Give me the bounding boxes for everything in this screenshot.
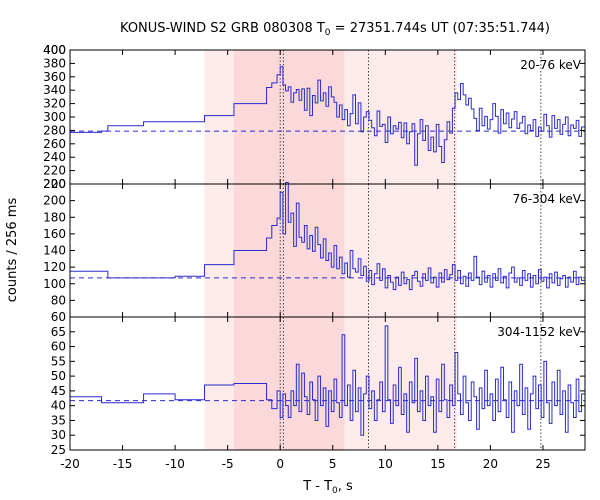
- y-axis-label: counts / 256 ms: [5, 198, 20, 303]
- x-axis-label: T - T0, s: [302, 479, 353, 496]
- count-rate-series: [70, 66, 585, 166]
- y-tick-label: 300: [43, 110, 66, 124]
- y-tick-label: 45: [51, 384, 66, 398]
- y-tick-label: 50: [51, 369, 66, 383]
- y-tick-label: 120: [43, 260, 66, 274]
- y-tick-label: 400: [43, 43, 66, 57]
- energy-band-label: 304-1152 keV: [497, 325, 581, 339]
- y-tick-label: 60: [51, 340, 66, 354]
- x-tick-label: 20: [483, 457, 498, 471]
- x-tick-label: 15: [430, 457, 445, 471]
- y-tick-label: 240: [43, 150, 66, 164]
- count-rate-series: [70, 325, 585, 436]
- y-tick-label: 180: [43, 210, 66, 224]
- y-tick-label: 100: [43, 277, 66, 291]
- x-tick-label: -10: [165, 457, 185, 471]
- y-tick-label: 200: [43, 194, 66, 208]
- chart-title: KONUS-WIND S2 GRB 080308 T0 = 27351.744s…: [120, 21, 550, 38]
- x-tick-label: 25: [535, 457, 550, 471]
- x-tick-label: 10: [378, 457, 393, 471]
- x-tick-label: 5: [329, 457, 337, 471]
- y-tick-label: 30: [51, 428, 66, 442]
- plot-layer: 20022024026028030032034036038040040020-7…: [43, 43, 586, 471]
- y-tick-label: 220: [43, 177, 66, 191]
- y-tick-label: 40: [51, 399, 66, 413]
- y-tick-label: 260: [43, 137, 66, 151]
- count-rate-series: [70, 181, 585, 291]
- y-tick-label: 400: [43, 43, 66, 57]
- y-tick-label: 35: [51, 413, 66, 427]
- y-tick-label: 200: [43, 177, 66, 191]
- y-tick-label: 360: [43, 70, 66, 84]
- y-tick-label: 60: [51, 310, 66, 324]
- y-tick-label: 380: [43, 56, 66, 70]
- panel-frame: [69, 316, 586, 451]
- x-tick-label: -20: [60, 457, 80, 471]
- y-tick-label: 160: [43, 227, 66, 241]
- shaded-region-inner: [233, 50, 345, 184]
- y-tick-label: 220: [43, 164, 66, 178]
- y-tick-label: 25: [51, 443, 66, 457]
- y-tick-label: 55: [51, 354, 66, 368]
- energy-band-label: 76-304 keV: [513, 192, 582, 206]
- y-tick-label: 80: [51, 293, 66, 307]
- y-tick-label: 65: [51, 325, 66, 339]
- y-tick-label: 320: [43, 97, 66, 111]
- x-tick-label: 0: [276, 457, 284, 471]
- x-tick-label: -5: [222, 457, 234, 471]
- x-tick-label: -15: [113, 457, 133, 471]
- y-tick-label: 280: [43, 123, 66, 137]
- energy-band-label: 20-76 keV: [520, 58, 582, 72]
- y-tick-label: 140: [43, 244, 66, 258]
- y-tick-label: 340: [43, 83, 66, 97]
